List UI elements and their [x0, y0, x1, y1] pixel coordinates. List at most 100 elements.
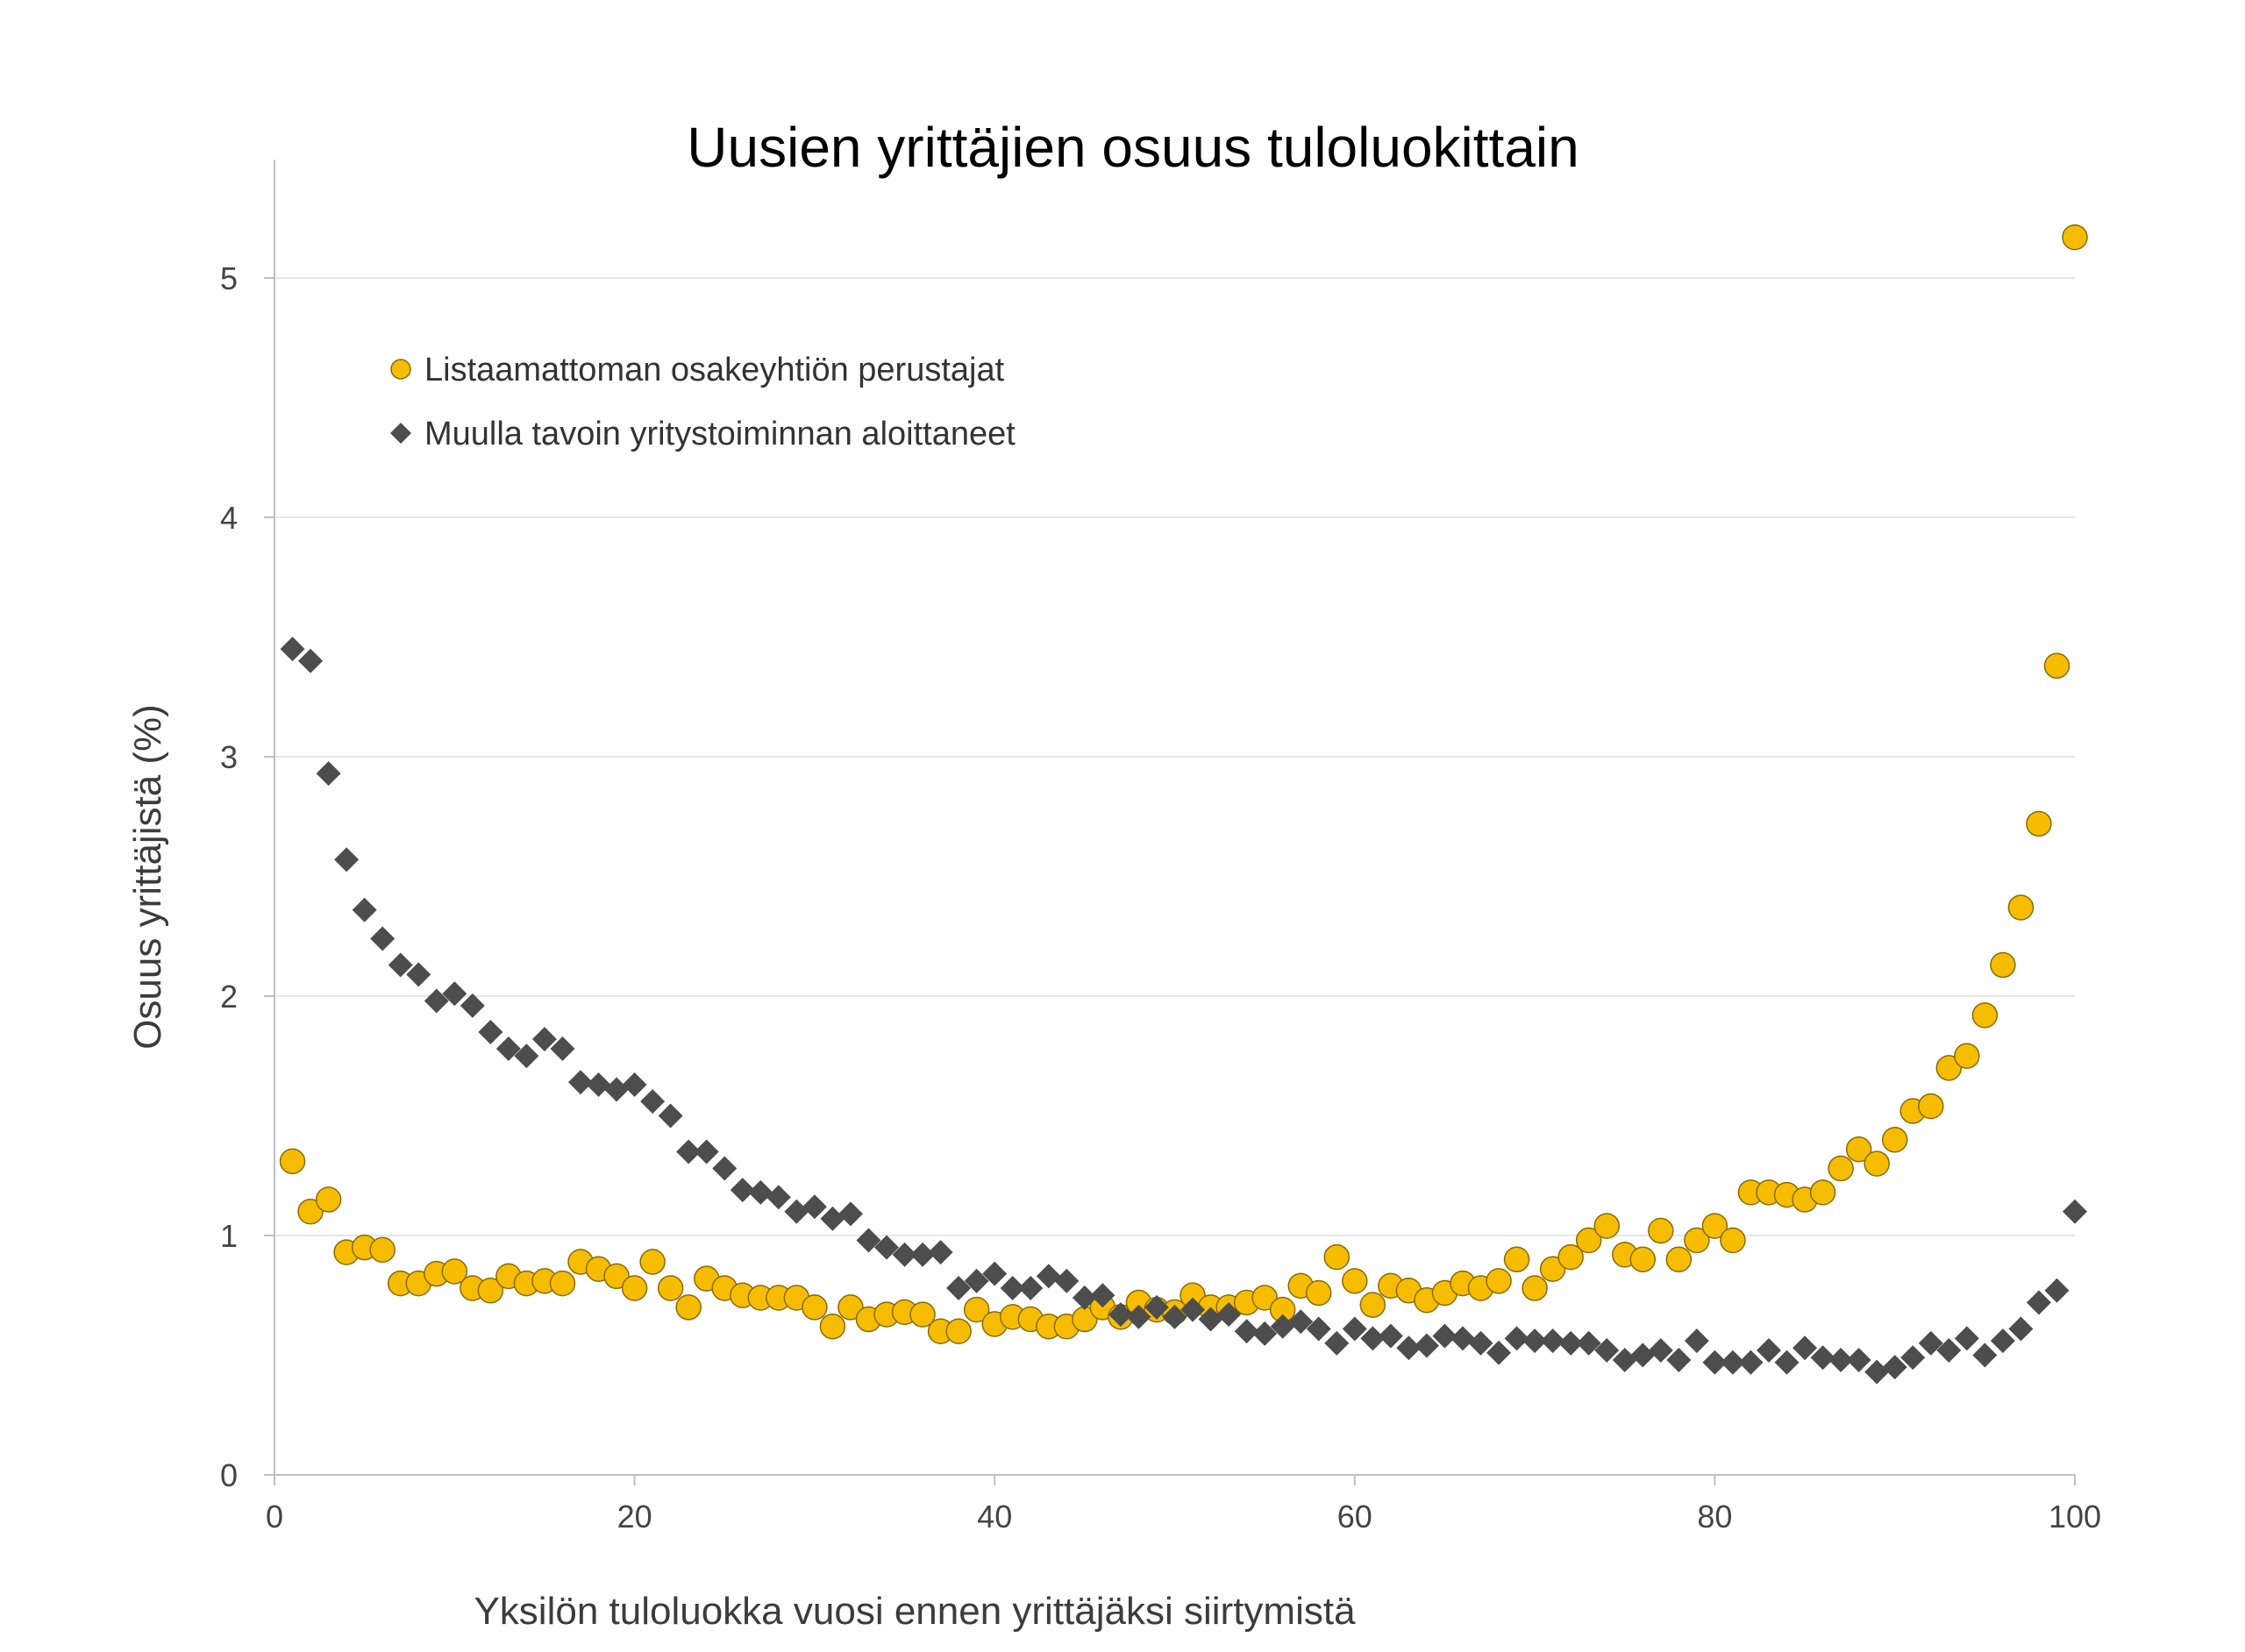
point-muulla-tavoin-79 — [1684, 1328, 1709, 1354]
point-osakeyhtio-21 — [639, 1249, 666, 1275]
legend-marker-circle — [390, 359, 411, 380]
point-osakeyhtio-32 — [837, 1294, 864, 1321]
x-axis-ticks: 0 20 40 60 80 100 — [266, 1475, 2101, 1535]
point-muulla-tavoin-98 — [2026, 1290, 2051, 1315]
legend-marker-diamond — [390, 423, 411, 444]
point-osakeyhtio-22 — [657, 1275, 684, 1301]
series-muulla-tavoin-aloittaneet — [280, 637, 2087, 1385]
point-muulla-tavoin-76 — [1630, 1342, 1656, 1368]
point-muulla-tavoin-99 — [2044, 1278, 2070, 1303]
point-osakeyhtio-6 — [369, 1236, 396, 1264]
point-muulla-tavoin-86 — [1810, 1345, 1835, 1371]
legend-label-muulla-tavoin: Muulla tavoin yritystoiminnan aloittanee… — [424, 416, 1016, 452]
point-osakeyhtio-3 — [315, 1186, 342, 1213]
point-muulla-tavoin-29 — [784, 1199, 809, 1224]
point-osakeyhtio-96 — [1990, 951, 2016, 979]
point-osakeyhtio-92 — [1918, 1093, 1944, 1120]
point-muulla-tavoin-23 — [676, 1139, 702, 1164]
point-muulla-tavoin-95 — [1972, 1342, 1998, 1368]
point-osakeyhtio-81 — [1720, 1227, 1746, 1254]
point-muulla-tavoin-13 — [495, 1036, 521, 1062]
point-osakeyhtio-97 — [2007, 894, 2035, 921]
point-muulla-tavoin-36 — [910, 1242, 936, 1267]
point-muulla-tavoin-64 — [1414, 1333, 1439, 1358]
point-osakeyhtio-72 — [1557, 1243, 1584, 1271]
point-osakeyhtio-71 — [1539, 1256, 1566, 1282]
chart-title: Uusien yrittäjien osuus tuloluokittain — [687, 116, 1579, 179]
x-tick-label-0: 0 — [266, 1499, 283, 1535]
point-muulla-tavoin-38 — [946, 1276, 972, 1301]
point-osakeyhtio-98 — [2026, 810, 2052, 837]
point-muulla-tavoin-90 — [1882, 1355, 1907, 1380]
point-muulla-tavoin-46 — [1090, 1283, 1115, 1308]
point-muulla-tavoin-66 — [1450, 1326, 1475, 1351]
point-osakeyhtio-93 — [1935, 1055, 1963, 1081]
point-muulla-tavoin-73 — [1576, 1330, 1601, 1356]
point-osakeyhtio-60 — [1342, 1268, 1368, 1294]
point-muulla-tavoin-74 — [1594, 1338, 1620, 1364]
point-muulla-tavoin-53 — [1216, 1302, 1242, 1328]
point-muulla-tavoin-35 — [892, 1242, 917, 1267]
point-muulla-tavoin-26 — [730, 1178, 755, 1203]
point-muulla-tavoin-88 — [1846, 1347, 1871, 1372]
point-muulla-tavoin-18 — [586, 1072, 611, 1098]
point-muulla-tavoin-83 — [1756, 1338, 1781, 1364]
point-muulla-tavoin-16 — [550, 1036, 575, 1062]
point-osakeyhtio-19 — [603, 1263, 630, 1290]
x-tick-label-4: 80 — [1697, 1499, 1732, 1535]
point-osakeyhtio-39 — [963, 1296, 990, 1323]
point-osakeyhtio-68 — [1486, 1268, 1512, 1294]
y-tick-label-2: 2 — [220, 979, 238, 1015]
point-osakeyhtio-88 — [1845, 1136, 1872, 1163]
point-muulla-tavoin-69 — [1504, 1326, 1529, 1351]
point-muulla-tavoin-77 — [1648, 1338, 1673, 1364]
point-osakeyhtio-79 — [1684, 1227, 1710, 1254]
point-muulla-tavoin-41 — [1000, 1276, 1025, 1301]
y-axis-ticks: 0 1 2 3 4 5 — [220, 260, 274, 1493]
point-muulla-tavoin-61 — [1360, 1326, 1386, 1351]
point-osakeyhtio-76 — [1629, 1246, 1657, 1273]
point-muulla-tavoin-54 — [1234, 1319, 1259, 1344]
point-muulla-tavoin-19 — [604, 1077, 630, 1102]
point-osakeyhtio-23 — [675, 1294, 702, 1321]
point-muulla-tavoin-17 — [568, 1070, 594, 1095]
point-muulla-tavoin-5 — [352, 897, 377, 922]
x-axis-label: Yksilön tuloluokka vuosi ennen yrittäjäk… — [474, 1590, 1356, 1633]
point-muulla-tavoin-8 — [406, 962, 431, 987]
point-muulla-tavoin-11 — [460, 993, 485, 1018]
point-muulla-tavoin-33 — [856, 1228, 881, 1253]
point-muulla-tavoin-21 — [640, 1089, 666, 1114]
point-muulla-tavoin-84 — [1774, 1349, 1800, 1375]
point-osakeyhtio-94 — [1954, 1043, 1980, 1069]
point-osakeyhtio-89 — [1864, 1150, 1890, 1177]
point-muulla-tavoin-37 — [928, 1240, 953, 1265]
legend-label-osakeyhtion-perustajat: Listaamattoman osakeyhtiön perustajat — [424, 352, 1005, 388]
point-muulla-tavoin-67 — [1468, 1330, 1493, 1356]
legend-item-muulla-tavoin: Muulla tavoin yritystoiminnan aloittanee… — [390, 416, 1016, 452]
series-listaamattoman-osakeyhtion-perustajat — [279, 224, 2088, 1344]
y-axis-label: Osuus yrittäjistä (%) — [126, 704, 169, 1050]
point-muulla-tavoin-49 — [1144, 1294, 1169, 1320]
point-muulla-tavoin-12 — [478, 1019, 503, 1044]
point-osakeyhtio-1 — [279, 1148, 306, 1175]
point-muulla-tavoin-91 — [1900, 1345, 1926, 1371]
point-muulla-tavoin-10 — [442, 981, 467, 1007]
point-muulla-tavoin-92 — [1918, 1330, 1943, 1356]
point-muulla-tavoin-27 — [748, 1179, 773, 1205]
point-muulla-tavoin-57 — [1288, 1309, 1314, 1335]
point-muulla-tavoin-96 — [1990, 1328, 2015, 1354]
y-tick-label-3: 3 — [220, 739, 238, 775]
point-muulla-tavoin-7 — [388, 952, 413, 978]
point-muulla-tavoin-3 — [316, 761, 341, 787]
point-muulla-tavoin-72 — [1558, 1330, 1584, 1356]
point-muulla-tavoin-71 — [1540, 1328, 1565, 1354]
point-muulla-tavoin-43 — [1036, 1264, 1061, 1289]
point-muulla-tavoin-50 — [1162, 1304, 1187, 1329]
point-muulla-tavoin-47 — [1108, 1302, 1133, 1328]
point-osakeyhtio-87 — [1828, 1155, 1854, 1182]
point-muulla-tavoin-94 — [1954, 1326, 1979, 1351]
point-muulla-tavoin-9 — [424, 988, 449, 1014]
point-muulla-tavoin-52 — [1198, 1307, 1223, 1332]
point-muulla-tavoin-51 — [1180, 1297, 1206, 1322]
